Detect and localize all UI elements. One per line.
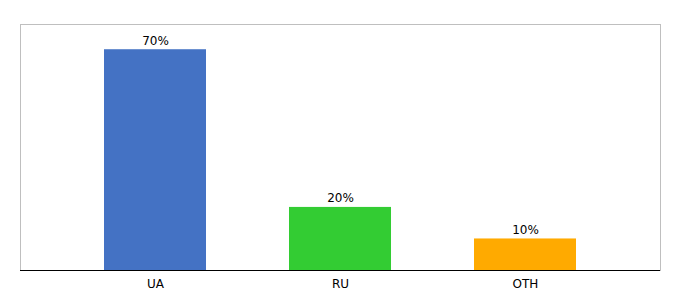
- svg-text:10%: 10%: [512, 223, 539, 237]
- svg-text:70%: 70%: [142, 34, 169, 48]
- svg-text:OTH: OTH: [513, 277, 539, 291]
- svg-text:20%: 20%: [327, 191, 354, 205]
- svg-text:UA: UA: [147, 277, 165, 291]
- svg-text:RU: RU: [332, 277, 349, 291]
